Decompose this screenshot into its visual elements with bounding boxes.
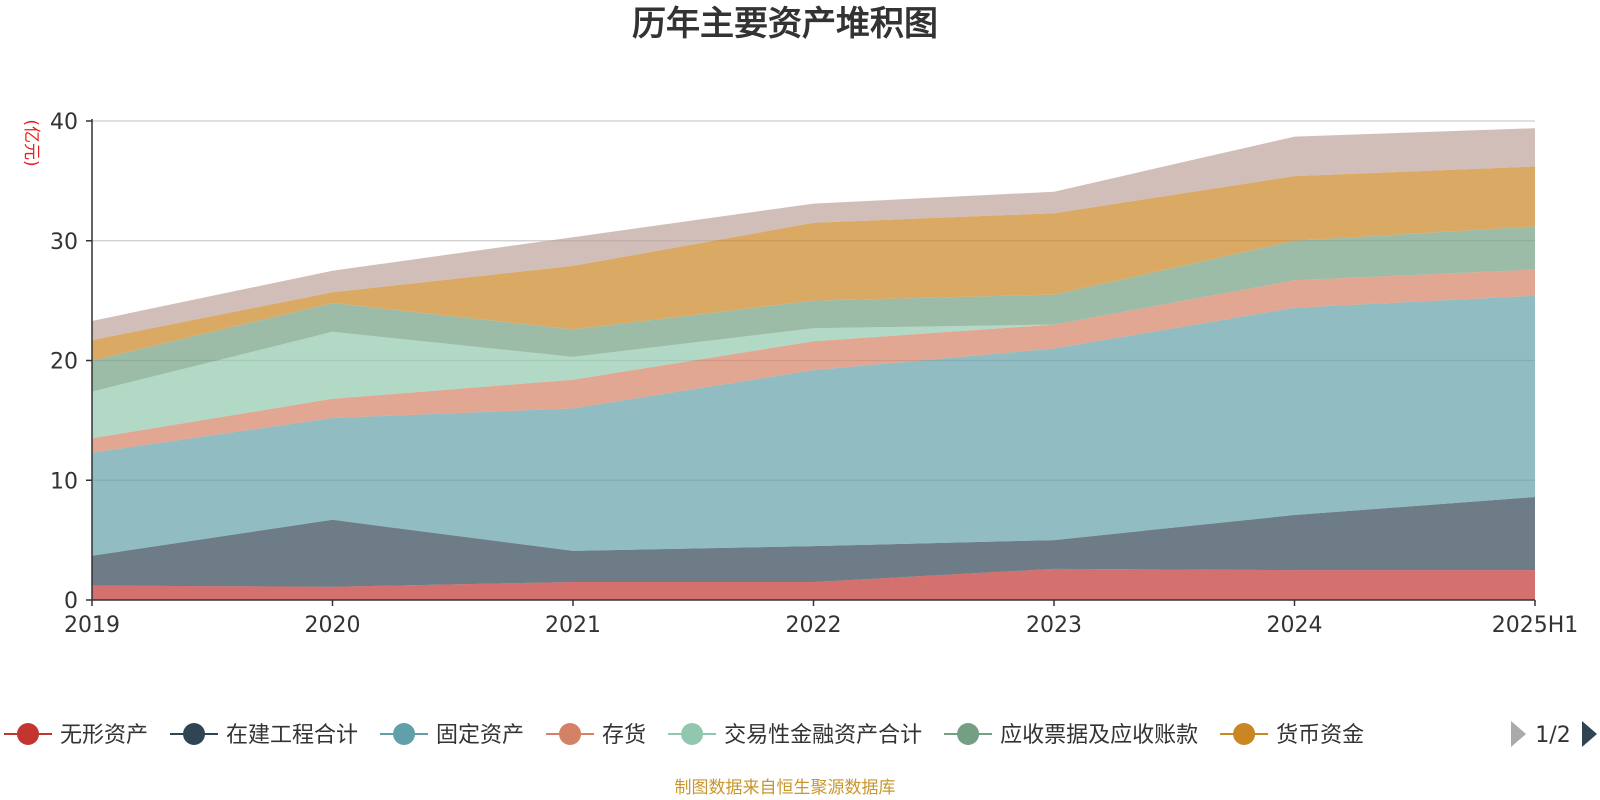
legend-circle-marker — [393, 723, 416, 745]
legend-item-7[interactable]: 货币资金 — [1220, 723, 1364, 748]
legend-circle-marker — [957, 723, 980, 745]
area-series-5 — [92, 269, 1535, 439]
legend-circle-marker — [559, 723, 582, 745]
x-tick-label: 2019 — [64, 613, 120, 638]
legend-label: 固定资产 — [436, 723, 524, 748]
area-series-group — [92, 128, 1535, 600]
legend: 无形资产 在建工程合计 固定资产 存货 交易性金融资产合计 应收票据及应收账款 货币资金 1/… — [4, 721, 1597, 748]
y-tick-label: 30 — [50, 230, 78, 255]
area-series-8 — [92, 128, 1535, 341]
legend-circle-marker — [183, 723, 206, 745]
area-series-6 — [92, 226, 1535, 392]
legend-prev-page-icon[interactable] — [1511, 721, 1526, 747]
legend-circle-marker — [1233, 723, 1256, 745]
x-tick-label: 2021 — [545, 613, 601, 638]
y-tick-label: 20 — [50, 350, 78, 375]
area-series-3 — [92, 295, 1535, 556]
legend-item-5[interactable]: 交易性金融资产合计 — [668, 723, 922, 748]
legend-item-2[interactable]: 在建工程合计 — [170, 723, 358, 748]
x-tick-label: 2020 — [305, 613, 361, 638]
legend-next-page-icon[interactable] — [1582, 721, 1597, 747]
legend-item-3[interactable]: 固定资产 — [380, 723, 524, 748]
legend-pager: 1/2 — [1511, 721, 1597, 748]
y-tick-label: 10 — [50, 469, 78, 494]
axes: 0 10 20 30 40 2019 2020 2021 2022 2023 2024 2025H1 — [50, 110, 1578, 638]
legend-label: 存货 — [602, 723, 646, 748]
x-tick-label: 2022 — [786, 613, 842, 638]
legend-label: 无形资产 — [60, 723, 148, 748]
area-series-1 — [92, 568, 1535, 600]
area-series-2 — [92, 497, 1535, 587]
legend-label: 在建工程合计 — [226, 723, 358, 748]
legend-label: 货币资金 — [1276, 723, 1364, 748]
legend-label: 应收票据及应收账款 — [1000, 723, 1198, 748]
legend-circle-marker — [681, 723, 704, 745]
legend-item-4[interactable]: 存货 — [546, 723, 646, 748]
x-tick-label: 2024 — [1267, 613, 1323, 638]
legend-item-1[interactable]: 无形资产 — [4, 723, 148, 748]
x-tick-label: 2025H1 — [1492, 613, 1579, 638]
y-tick-label: 40 — [50, 110, 78, 135]
x-tick-label: 2023 — [1026, 613, 1082, 638]
legend-item-6[interactable]: 应收票据及应收账款 — [944, 723, 1198, 748]
y-axis-unit-label: (亿元) — [21, 119, 41, 166]
area-series-7 — [92, 166, 1535, 361]
legend-page-indicator: 1/2 — [1535, 723, 1570, 748]
area-series-4 — [92, 269, 1535, 453]
y-tick-label: 0 — [64, 589, 78, 614]
source-note: 制图数据来自恒生聚源数据库 — [675, 778, 896, 798]
legend-circle-marker — [17, 723, 39, 745]
legend-label: 交易性金融资产合计 — [724, 723, 922, 748]
chart-title: 历年主要资产堆积图 — [632, 4, 938, 44]
